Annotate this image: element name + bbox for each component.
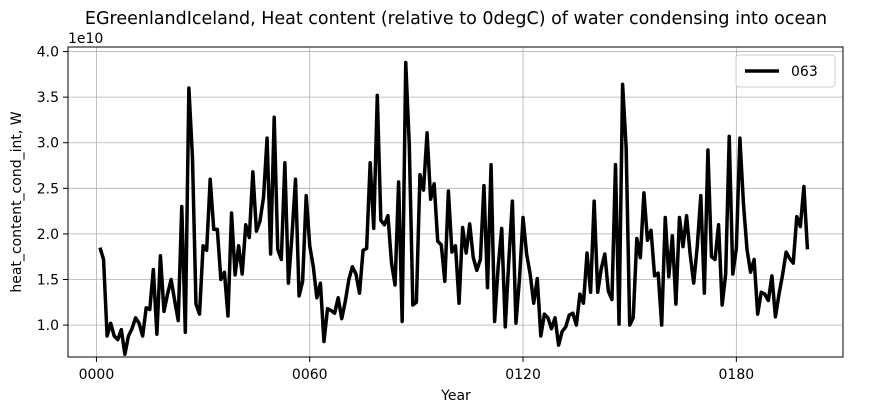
series-line-063 <box>98 60 810 357</box>
x-axis-label: Year <box>440 388 471 404</box>
legend-label-063: 063 <box>791 64 818 80</box>
y-axis-label: heat_content_cond_int, W <box>9 111 25 292</box>
y-tick-label: 3.5 <box>37 90 59 106</box>
y-axis: 1.0 1.5 2.0 2.5 3.0 3.5 4.0 <box>37 45 68 334</box>
x-tick-label: 0060 <box>292 367 328 383</box>
legend: 063 <box>735 54 836 88</box>
y-offset-label: 1e10 <box>68 31 103 47</box>
y-tick-label: 4.0 <box>37 45 59 61</box>
x-axis: 0000 0060 0120 0180 <box>79 357 755 383</box>
plot-frame <box>67 46 844 358</box>
x-tick-label: 0180 <box>719 367 755 383</box>
y-tick-label: 1.0 <box>37 318 59 334</box>
y-tick-label: 3.0 <box>37 136 59 152</box>
x-tick-label: 0000 <box>79 367 115 383</box>
y-tick-label: 2.0 <box>37 227 59 243</box>
x-tick-label: 0120 <box>505 367 541 383</box>
y-tick-label: 2.5 <box>37 181 59 197</box>
series-group <box>98 60 810 357</box>
grid-lines <box>68 47 843 357</box>
chart-title: EGreenlandIceland, Heat content (relativ… <box>85 9 827 29</box>
legend-box <box>735 54 836 88</box>
y-tick-label: 1.5 <box>37 273 59 289</box>
